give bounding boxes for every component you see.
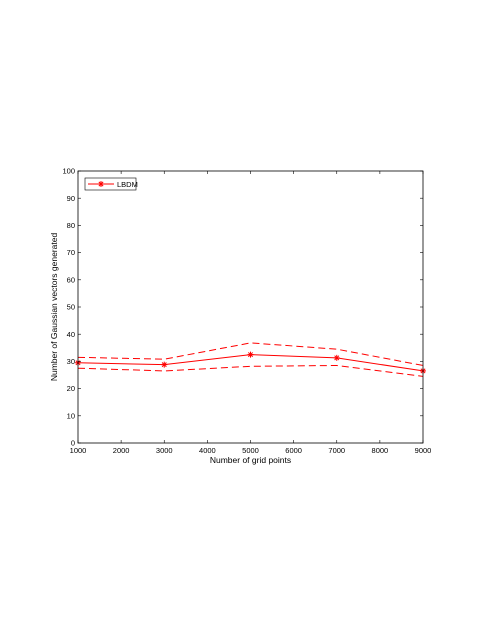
confidence-bound-line-2 <box>77 364 424 377</box>
marker-stroke <box>98 181 104 187</box>
plot-marks <box>75 342 426 377</box>
x-tick-label: 6000 <box>285 446 302 455</box>
data-point-marker <box>333 354 340 361</box>
x-axis-title: Number of grid points <box>210 455 291 465</box>
y-tick-label: 40 <box>67 330 75 339</box>
y-tick-label: 20 <box>67 384 75 393</box>
y-tick-label: 100 <box>62 167 75 176</box>
legend-marker <box>98 181 104 187</box>
y-axis-title: Number of Gaussian vectors generated <box>49 233 59 382</box>
x-tick-label: 5000 <box>242 446 259 455</box>
y-tick-label: 50 <box>67 303 75 312</box>
y-tick-label: 70 <box>67 248 75 257</box>
y-tick-label: 60 <box>67 275 75 284</box>
x-tick-label: 3000 <box>156 446 173 455</box>
marker-stroke <box>334 355 340 361</box>
y-tick-label: 90 <box>67 194 75 203</box>
x-tick-label: 7000 <box>328 446 345 455</box>
y-tick-label: 80 <box>67 221 75 230</box>
marker-stroke <box>161 362 167 368</box>
plot-background <box>78 171 423 443</box>
data-point-marker <box>247 351 254 358</box>
x-tick-label: 1000 <box>70 446 87 455</box>
x-tick-label: 2000 <box>113 446 130 455</box>
axis-ticks: 1000 2000 3000 4000 5000 6000 7000 8000 9000 0 10 2… <box>62 167 431 455</box>
legend-label: LBDM <box>117 180 138 189</box>
legend-marker-asterisk <box>98 181 104 187</box>
y-tick-label: 10 <box>67 411 75 420</box>
x-tick-label: 8000 <box>372 446 389 455</box>
x-tick-label: 9000 <box>415 446 432 455</box>
legend: LBDM <box>84 177 138 191</box>
marker-stroke <box>247 352 254 358</box>
y-tick-label: 30 <box>67 357 75 366</box>
confidence-bound-line-1 <box>77 342 424 366</box>
data-point-marker <box>161 361 168 368</box>
x-tick-label: 4000 <box>199 446 216 455</box>
y-tick-label: 0 <box>71 439 75 448</box>
